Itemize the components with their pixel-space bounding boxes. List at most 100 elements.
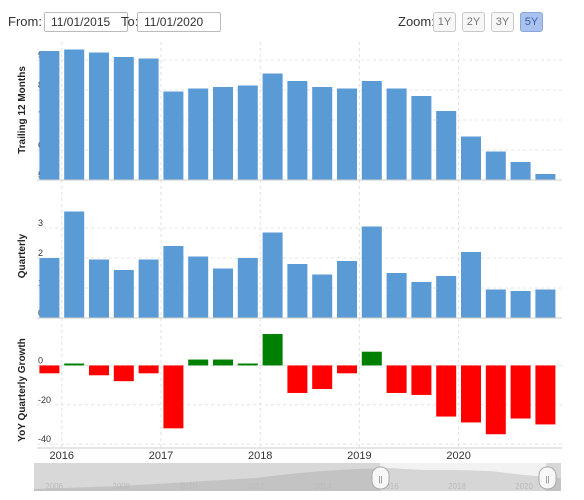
x-axis-year-label: 2016 [50, 450, 74, 462]
yoy-bar[interactable] [89, 365, 109, 376]
quarterly-ytick-label: 3 [38, 218, 43, 228]
range-navigator[interactable]: 2006 2008 2010 2012 2014 2016 2018 2020 || || [34, 463, 561, 491]
yoy-bar[interactable] [312, 365, 333, 390]
quarterly-bar[interactable] [436, 276, 457, 318]
ttm-bar[interactable] [262, 73, 283, 181]
yoy-bar[interactable] [64, 363, 85, 366]
ylabel-quarterly: Quarterly [17, 233, 28, 278]
ttm-bar[interactable] [510, 162, 531, 180]
from-date-input[interactable]: 11/01/2015 [44, 12, 128, 32]
quarterly-bar[interactable] [485, 289, 506, 319]
ttm-bar[interactable] [361, 81, 382, 180]
quarterly-bar[interactable] [510, 291, 531, 318]
navigator-year-label: 2016 [381, 482, 399, 491]
yoy-bar[interactable] [485, 365, 506, 435]
quarterly-bar[interactable] [39, 258, 60, 318]
yoy-bar[interactable] [262, 334, 283, 366]
ttm-bar[interactable] [138, 58, 159, 181]
ttm-bar[interactable] [89, 52, 109, 181]
quarterly-bar[interactable] [361, 226, 382, 319]
left-handle-grip-icon: || [378, 475, 382, 484]
grid-layer [61, 42, 460, 448]
ylabel-yoy-quarterly-growth: YoY Quarterly Growth [17, 338, 28, 442]
quarterly-bar[interactable] [237, 258, 258, 318]
yoy-bar[interactable] [163, 365, 184, 429]
yoy-bar[interactable] [39, 365, 60, 374]
navigator-series-area [34, 468, 561, 491]
navigator-year-label: 2006 [45, 482, 63, 491]
quarterly-bar[interactable] [411, 282, 432, 318]
yoy-ytick-label: -20 [38, 395, 51, 405]
zoom-2y-button[interactable]: 2Y [462, 12, 485, 32]
navigator-year-label: 2020 [515, 482, 533, 491]
yoy-bar[interactable] [113, 365, 134, 382]
quarterly-bar[interactable] [188, 256, 209, 319]
quarterly-bar[interactable] [337, 261, 357, 318]
to-date-input[interactable]: 11/01/2020 [137, 12, 221, 32]
ttm-bar[interactable] [535, 174, 556, 180]
quarterly-bar[interactable] [461, 252, 481, 318]
ttm-bar[interactable] [64, 49, 85, 181]
quarterly-bar[interactable] [535, 289, 556, 319]
ttm-bar[interactable] [485, 151, 506, 181]
ttm-bar[interactable] [461, 136, 481, 181]
zoom-1y-button[interactable]: 1Y [433, 12, 456, 32]
navigator-mask-left [34, 463, 380, 491]
yoy-bar[interactable] [510, 365, 531, 419]
yoy-bar[interactable] [287, 365, 308, 393]
panel-trailing-12-months: Trailing 12 Months 56789 [17, 49, 562, 181]
yoy-bar[interactable] [535, 365, 556, 425]
right-handle-grip-icon: || [545, 475, 549, 484]
yoy-bar[interactable] [213, 359, 233, 366]
zoom-5y-button[interactable]: 5Y [520, 12, 543, 32]
ttm-bar[interactable] [113, 57, 134, 180]
quarterly-bar[interactable] [287, 264, 308, 318]
yoy-bar[interactable] [436, 365, 457, 417]
ttm-bar[interactable] [312, 87, 333, 180]
from-label: From: [8, 14, 42, 29]
ttm-bar[interactable] [163, 91, 184, 181]
x-axis-year-label: 2018 [248, 450, 272, 462]
yoy-bar[interactable] [386, 365, 407, 393]
ttm-bar[interactable] [287, 81, 308, 180]
zoom-3y-button[interactable]: 3Y [491, 12, 514, 32]
quarterly-ytick-label: 2 [38, 248, 43, 258]
quarterly-bar[interactable] [89, 259, 109, 319]
yoy-ytick-label: 0 [38, 355, 43, 365]
quarterly-bar[interactable] [113, 270, 134, 318]
ttm-bar[interactable] [237, 85, 258, 181]
quarterly-bar[interactable] [213, 268, 233, 319]
toolbar: From: 11/01/2015 To: 11/01/2020 Zoom: 1Y… [0, 0, 584, 40]
x-axis-year-label: 2019 [347, 450, 371, 462]
quarterly-bar[interactable] [64, 211, 85, 319]
quarterly-bar[interactable] [163, 246, 184, 318]
ttm-bar[interactable] [213, 87, 233, 180]
navigator-year-label: 2008 [112, 482, 130, 491]
navigator-right-handle[interactable]: || [538, 466, 557, 490]
quarterly-bar[interactable] [138, 259, 159, 319]
quarterly-bar[interactable] [312, 274, 333, 319]
ttm-bar[interactable] [188, 88, 209, 181]
navigator-left-handle[interactable]: || [371, 466, 390, 490]
navigator-year-label: 2010 [180, 482, 198, 491]
zoom-label: Zoom: [398, 14, 435, 29]
navigator-year-label: 2018 [448, 482, 466, 491]
yoy-bar[interactable] [361, 351, 382, 366]
ttm-bar[interactable] [411, 96, 432, 180]
yoy-bar[interactable] [188, 359, 209, 366]
ttm-bar[interactable] [436, 111, 457, 180]
yoy-bar[interactable] [411, 365, 432, 395]
quarterly-bar[interactable] [262, 232, 283, 319]
ttm-bar[interactable] [386, 88, 407, 181]
yoy-bar[interactable] [237, 363, 258, 366]
quarterly-bar[interactable] [386, 273, 407, 318]
x-axis-year-label: 2017 [149, 450, 173, 462]
panel-quarterly: Quarterly 0123 [17, 211, 562, 319]
yoy-bar[interactable] [337, 365, 357, 374]
yoy-bar[interactable] [461, 365, 481, 423]
navigator-year-labels: 2006 2008 2010 2012 2014 2016 2018 2020 [45, 482, 533, 491]
ttm-bar[interactable] [337, 88, 357, 181]
ttm-bar[interactable] [39, 51, 60, 180]
yoy-bar[interactable] [138, 365, 159, 374]
